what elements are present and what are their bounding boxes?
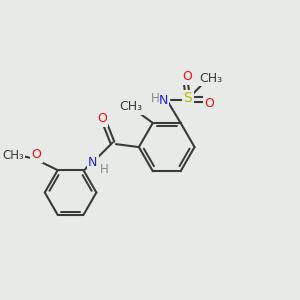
- Text: O: O: [182, 70, 192, 83]
- Text: H: H: [151, 92, 159, 105]
- Text: S: S: [184, 91, 192, 105]
- Text: O: O: [32, 148, 41, 161]
- Text: O: O: [97, 112, 107, 125]
- Text: CH₃: CH₃: [119, 100, 142, 113]
- Text: N: N: [88, 156, 98, 169]
- Text: CH₃: CH₃: [2, 149, 24, 162]
- Text: CH₃: CH₃: [199, 72, 222, 85]
- Text: O: O: [205, 97, 214, 110]
- Text: N: N: [158, 94, 168, 107]
- Text: H: H: [100, 164, 109, 176]
